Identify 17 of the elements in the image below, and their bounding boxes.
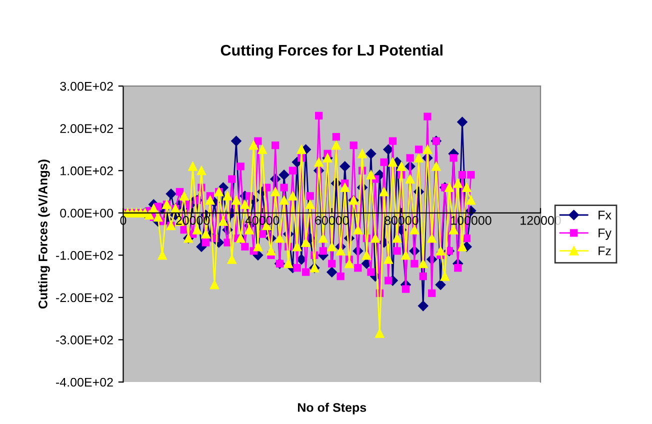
legend-label: Fx bbox=[598, 210, 612, 220]
x-axis-title: No of Steps bbox=[298, 402, 366, 414]
y-axis-title: Cutting Forces (eV/Angs) bbox=[38, 160, 50, 309]
legend-label: Fz bbox=[598, 246, 611, 256]
x-tick-label: 20000 bbox=[176, 216, 210, 225]
y-tick-label: -2.00E+02 bbox=[56, 293, 113, 302]
chart-title: Cutting Forces for LJ Potential bbox=[220, 44, 442, 59]
y-tick-label: -1.00E+02 bbox=[56, 250, 113, 260]
y-tick-label: 2.00E+02 bbox=[60, 124, 113, 134]
y-tick-label: -3.00E+02 bbox=[56, 336, 113, 344]
x-tick-label: 80000 bbox=[384, 216, 418, 225]
y-tick-label: 3.00E+02 bbox=[60, 82, 113, 91]
x-tick-label: 40000 bbox=[245, 216, 280, 225]
y-tick-label: -4.00E+02 bbox=[56, 378, 113, 387]
y-tick-label: 0.00E+00 bbox=[60, 208, 114, 218]
y-tick-label: 1.00E+02 bbox=[60, 166, 113, 176]
legend-label: Fy bbox=[598, 228, 612, 240]
